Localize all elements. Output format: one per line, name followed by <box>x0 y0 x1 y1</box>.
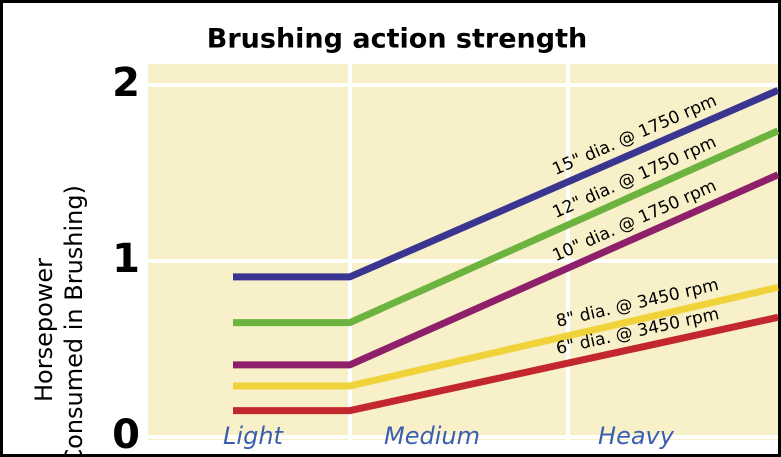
series-line <box>233 283 779 390</box>
plot-area <box>148 64 778 440</box>
chart-title: Brushing action strength <box>207 24 587 55</box>
y-tick-label: 2 <box>112 60 140 106</box>
y-tick-label: 1 <box>112 236 140 282</box>
x-tick-label: Heavy <box>598 422 675 450</box>
series-line <box>233 127 780 327</box>
series-line <box>233 313 779 415</box>
x-tick-label: Light <box>223 422 284 450</box>
y-axis-label: (Consumed in Brushing) <box>60 185 88 457</box>
x-tick-label: Medium <box>384 422 480 450</box>
series-line <box>233 87 780 281</box>
series-line <box>233 171 780 369</box>
y-tick-label: 0 <box>112 412 140 457</box>
y-axis-label: Horsepower <box>30 258 58 402</box>
